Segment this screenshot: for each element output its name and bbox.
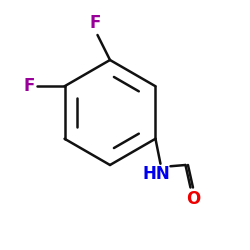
Text: HN: HN bbox=[143, 165, 171, 183]
Text: F: F bbox=[89, 14, 101, 32]
Text: O: O bbox=[186, 190, 200, 208]
Text: F: F bbox=[23, 77, 34, 95]
